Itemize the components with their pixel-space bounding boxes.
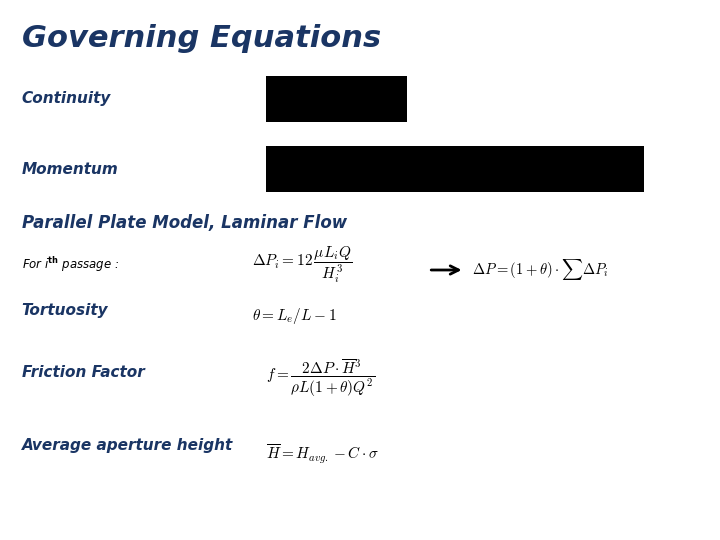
Text: Average aperture height: Average aperture height <box>22 438 233 453</box>
Text: $\theta = L_e/L - 1$: $\theta = L_e/L - 1$ <box>252 306 336 326</box>
Text: Continuity: Continuity <box>22 91 111 106</box>
Text: $f = \dfrac{2\Delta P\cdot\overline{H}^3}{\rho L(1+\theta)Q^2}$: $f = \dfrac{2\Delta P\cdot\overline{H}^3… <box>266 357 376 399</box>
Text: Tortuosity: Tortuosity <box>22 303 108 318</box>
Text: $\Delta P = (1+\theta)\cdot\sum\Delta P_i$: $\Delta P = (1+\theta)\cdot\sum\Delta P_… <box>472 258 608 282</box>
Bar <box>266 76 407 122</box>
Text: Momentum: Momentum <box>22 161 118 177</box>
Text: Parallel Plate Model, Laminar Flow: Parallel Plate Model, Laminar Flow <box>22 214 347 232</box>
Text: $\overline{H} = H_{avg.} - C\cdot\sigma$: $\overline{H} = H_{avg.} - C\cdot\sigma$ <box>266 443 379 467</box>
Text: For i$^{\mathbf{th}}$ passage :: For i$^{\mathbf{th}}$ passage : <box>22 255 119 274</box>
Text: Governing Equations: Governing Equations <box>22 24 381 53</box>
Text: Friction Factor: Friction Factor <box>22 365 144 380</box>
Bar <box>266 146 644 192</box>
Text: $\Delta P_i = 12\,\dfrac{\mu L_i Q}{H_i^3}$: $\Delta P_i = 12\,\dfrac{\mu L_i Q}{H_i^… <box>252 245 352 285</box>
